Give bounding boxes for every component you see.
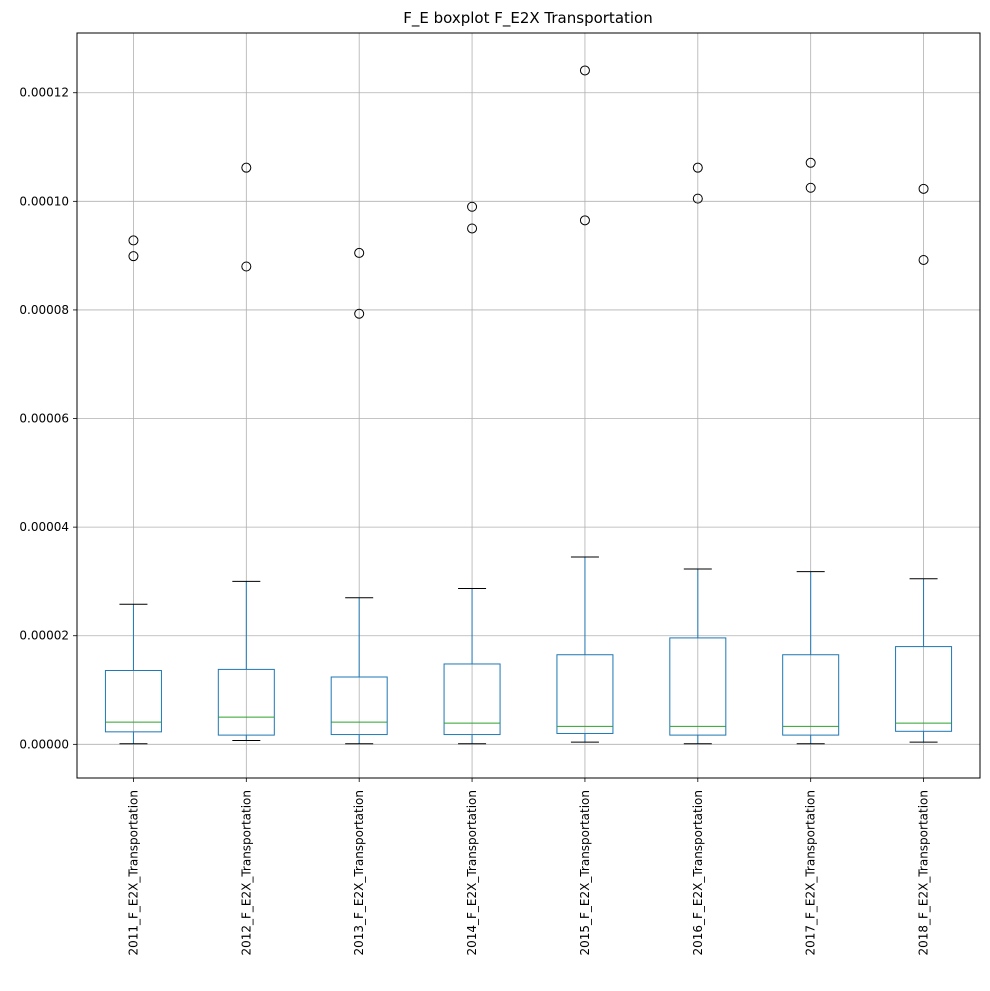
box-group <box>217 162 275 742</box>
flier-point <box>128 235 139 246</box>
flier-point <box>692 162 703 173</box>
box-group <box>895 183 953 743</box>
flier-point <box>692 193 703 204</box>
box-group <box>556 65 614 743</box>
y-tick-label: 0.00010 <box>19 194 69 208</box>
flier-point <box>918 183 929 194</box>
flier-point <box>579 215 590 226</box>
y-axis: 0.00000 0.00002 0.00004 0.00006 0.00008 0.000… <box>19 86 77 751</box>
flier-point <box>241 261 252 272</box>
y-tick-label: 0.00006 <box>19 412 69 426</box>
box-group <box>782 157 840 745</box>
chart-title: F_E boxplot F_E2X Transportation <box>403 9 653 28</box>
flier-point <box>128 251 139 262</box>
box <box>556 654 614 734</box>
flier-point <box>467 223 478 234</box>
x-tick-label: 2016_F_E2X_Transportation <box>691 790 705 956</box>
x-tick-label: 2013_F_E2X_Transportation <box>352 790 366 956</box>
plot-frame <box>76 32 981 779</box>
x-tick-label: 2017_F_E2X_Transportation <box>804 790 818 956</box>
box <box>895 646 953 732</box>
flier-point <box>805 182 816 193</box>
y-tick-label: 0.00012 <box>19 86 69 100</box>
flier-point <box>241 162 252 173</box>
x-tick-label: 2015_F_E2X_Transportation <box>578 790 592 956</box>
flier-point <box>467 201 478 212</box>
box <box>669 637 727 736</box>
box <box>217 668 275 736</box>
y-tick-label: 0.00004 <box>19 520 69 534</box>
grid-lines <box>77 33 980 778</box>
x-tick-label: 2012_F_E2X_Transportation <box>239 790 253 956</box>
box <box>330 676 388 736</box>
flier-point <box>354 308 365 319</box>
box-group <box>443 201 501 745</box>
y-tick-label: 0.00008 <box>19 303 69 317</box>
flier-point <box>918 254 929 265</box>
x-tick-label: 2018_F_E2X_Transportation <box>917 790 931 956</box>
box-group <box>669 162 727 745</box>
flier-point <box>579 65 590 76</box>
flier-point <box>354 247 365 258</box>
x-tick-label: 2011_F_E2X_Transportation <box>126 790 140 956</box>
boxes <box>104 65 953 745</box>
box <box>782 654 840 736</box>
x-axis: 2011_F_E2X_Transportation 2012_F_E2X_Tran… <box>126 778 931 956</box>
box <box>443 663 501 736</box>
x-tick-label: 2014_F_E2X_Transportation <box>465 790 479 956</box>
y-tick-label: 0.00000 <box>19 737 69 751</box>
flier-point <box>805 157 816 168</box>
box <box>104 669 162 733</box>
box-group <box>330 247 388 745</box>
box-group <box>104 235 162 745</box>
y-tick-label: 0.00002 <box>19 629 69 643</box>
